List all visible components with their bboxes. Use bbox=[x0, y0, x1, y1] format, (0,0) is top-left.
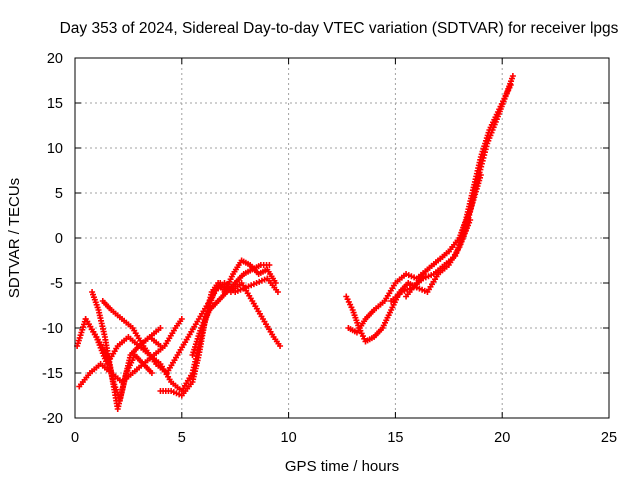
y-tick-label: -15 bbox=[42, 366, 63, 382]
y-tick-label: 10 bbox=[47, 141, 63, 157]
y-tick-label: 20 bbox=[47, 51, 63, 67]
series-arc-8 bbox=[189, 262, 273, 358]
chart-title: Day 353 of 2024, Sidereal Day-to-day VTE… bbox=[60, 20, 619, 37]
series-arc-7 bbox=[157, 257, 279, 399]
series-arc-2 bbox=[76, 316, 185, 390]
gridlines bbox=[75, 58, 609, 418]
y-tick-label: 15 bbox=[47, 96, 63, 112]
x-tick-label: 0 bbox=[71, 430, 79, 446]
data-point bbox=[272, 280, 279, 286]
x-tick-label: 20 bbox=[494, 430, 510, 446]
y-tick-label: -20 bbox=[42, 411, 63, 427]
series-arc-12 bbox=[403, 82, 514, 300]
data-point bbox=[148, 370, 155, 376]
y-tick-label: 5 bbox=[55, 186, 63, 202]
data-point bbox=[266, 262, 273, 268]
data-point bbox=[178, 316, 185, 322]
y-tick-label: -10 bbox=[42, 321, 63, 337]
data-point bbox=[507, 82, 514, 88]
series-arc-5 bbox=[99, 280, 284, 376]
data-points bbox=[74, 73, 516, 412]
data-point bbox=[277, 343, 284, 349]
y-axis-label: SDTVAR / TECUs bbox=[6, 178, 23, 298]
x-tick-label: 15 bbox=[387, 430, 403, 446]
x-axis-label: GPS time / hours bbox=[285, 458, 399, 475]
x-tick-label: 10 bbox=[281, 430, 297, 446]
series-arc-4 bbox=[82, 316, 155, 403]
x-tick-label: 25 bbox=[601, 430, 617, 446]
axis-ticks: 0 5 10 15 20 25 -20 -15 -10 -5 0 5 10 15 20 bbox=[42, 51, 617, 446]
y-tick-label: 0 bbox=[55, 231, 63, 247]
data-point bbox=[157, 325, 164, 331]
data-point bbox=[157, 343, 164, 349]
x-tick-label: 5 bbox=[178, 430, 186, 446]
data-point bbox=[274, 289, 281, 295]
y-tick-label: -5 bbox=[50, 276, 63, 292]
data-point bbox=[509, 73, 516, 79]
